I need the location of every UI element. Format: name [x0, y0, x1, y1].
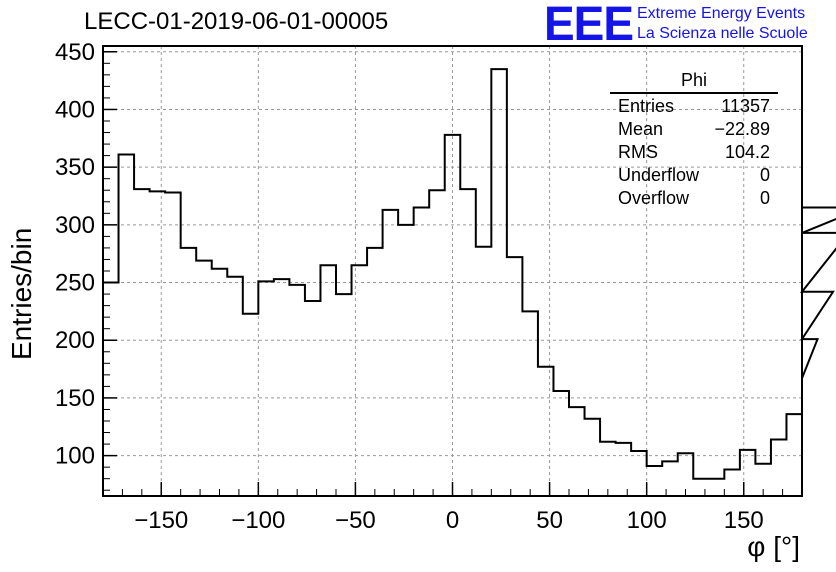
- grid-lines: [103, 46, 802, 496]
- stats-title: Phi: [610, 70, 778, 94]
- stats-row-entries: Entries 11357: [610, 95, 778, 118]
- y-tick-label: 150: [55, 385, 95, 412]
- stats-row-underflow: Underflow 0: [610, 164, 778, 187]
- stats-row-mean: Mean −22.89: [610, 118, 778, 141]
- logo-line-1: Extreme Energy Events: [637, 5, 806, 22]
- y-tick-label: 300: [55, 212, 95, 239]
- logo-line-2: La Scienza nelle Scuole: [637, 25, 808, 42]
- x-axis-label: φ [°]: [747, 531, 800, 562]
- stats-label: Overflow: [618, 188, 690, 208]
- stats-value: 11357: [721, 96, 770, 116]
- y-tick-label: 200: [55, 327, 95, 354]
- stats-value: 0: [759, 188, 770, 208]
- stats-value: −22.89: [714, 119, 770, 139]
- stats-row-overflow: Overflow 0: [610, 187, 778, 210]
- stats-label: Mean: [618, 119, 664, 139]
- axis-tick-labels: −150 −100 −50 0 50 100 150 100 150 200 250 300 350 40…: [55, 39, 764, 534]
- x-tick-label: 50: [536, 507, 563, 534]
- chart-title: LECC-01-2019-06-01-00005: [84, 8, 389, 35]
- eee-logo: EEE: [544, 0, 634, 51]
- stats-label: Underflow: [618, 165, 700, 185]
- x-tick-label: −100: [231, 507, 285, 534]
- x-tick-label: −150: [134, 507, 188, 534]
- x-tick-label: 100: [627, 507, 667, 534]
- x-tick-label: 150: [724, 507, 764, 534]
- stats-value: 104.2: [724, 142, 770, 162]
- stats-box: Phi Entries 11357 Mean −22.89 RMS 104.2 …: [610, 70, 778, 210]
- y-tick-label: 450: [55, 39, 95, 66]
- y-tick-label: 400: [55, 96, 95, 123]
- y-tick-label: 250: [55, 270, 95, 297]
- axis-ticks: [102, 51, 803, 496]
- histogram-series: [103, 68, 836, 480]
- x-tick-label: −50: [335, 507, 376, 534]
- y-axis-label: Entries/bin: [6, 227, 37, 360]
- stats-label: RMS: [618, 142, 658, 162]
- x-tick-label: 0: [446, 507, 459, 534]
- y-tick-label: 100: [55, 443, 95, 470]
- stats-value: 0: [759, 165, 770, 185]
- stats-row-rms: RMS 104.2: [610, 141, 778, 164]
- y-tick-label: 350: [55, 154, 95, 181]
- stats-label: Entries: [618, 96, 675, 116]
